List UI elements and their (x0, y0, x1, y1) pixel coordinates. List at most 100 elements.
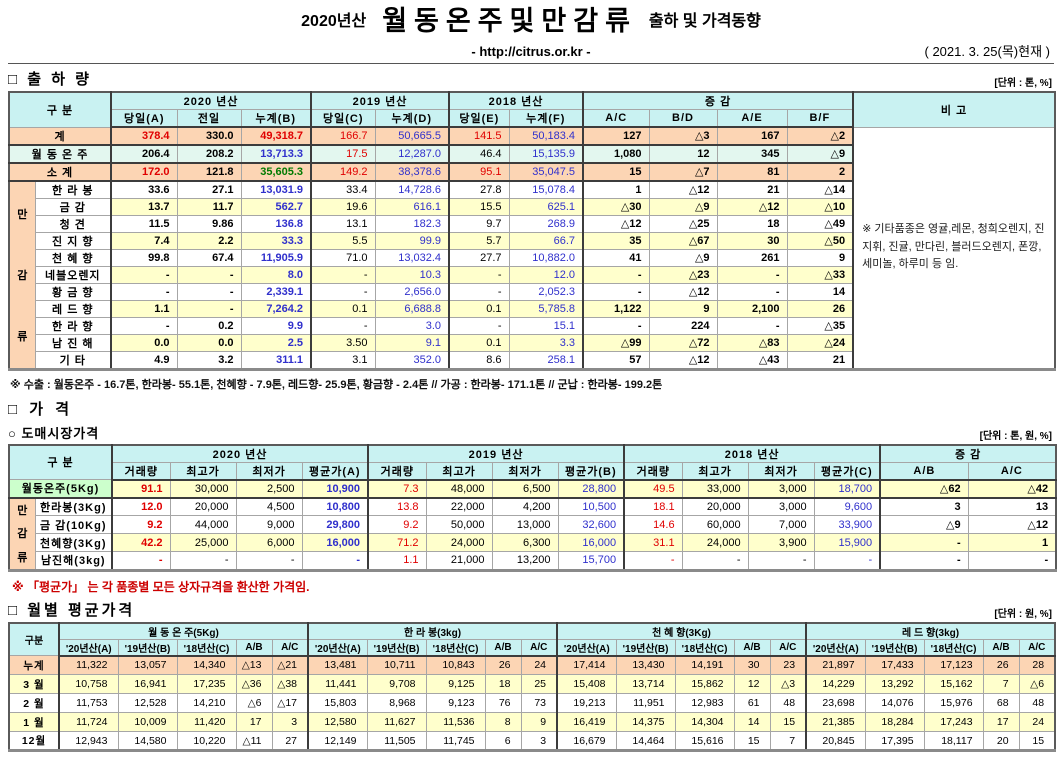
table-cell: 28,800 (557, 479, 625, 498)
table-cell: 136.8 (240, 214, 312, 233)
table-cell: - (716, 265, 788, 284)
table-cell: △12 (716, 197, 788, 216)
document-title: 2020년산 월동온주및만감류 출하 및 가격동향 (8, 5, 1054, 42)
table-cell: △25 (648, 214, 718, 233)
table-cell: 61 (733, 693, 771, 713)
table-cell: 141.5 (448, 126, 510, 145)
table-cell: △14 (786, 179, 854, 199)
col-group-header: 비 고 (852, 91, 1056, 128)
row-label: 기 타 (34, 350, 112, 370)
table-cell: 12,287.0 (374, 143, 450, 163)
table-cell: 11,505 (366, 731, 427, 751)
table-cell: 16,419 (556, 712, 617, 732)
table-cell: 2,500 (235, 479, 303, 498)
table-cell: 15 (733, 731, 771, 751)
table-cell: 15.5 (448, 197, 510, 216)
table-cell: 13,200 (491, 551, 559, 571)
col-subheader: '19년산(B) (117, 638, 178, 657)
table-cell: 99.8 (110, 248, 178, 267)
table-cell: 29,800 (301, 515, 369, 535)
col-subheader: 최저가 (747, 461, 815, 481)
table-cell: 311.1 (240, 350, 312, 370)
table-cell: 11.7 (176, 197, 242, 216)
table-cell: 99.9 (374, 231, 450, 250)
table-cell: 6,500 (491, 479, 559, 498)
table-cell: 208.2 (176, 143, 242, 163)
col-subheader: 최저가 (491, 461, 559, 481)
table-cell: 3.50 (310, 333, 376, 352)
table-cell: △3 (769, 674, 807, 694)
table-cell: 15.1 (508, 316, 584, 335)
table-cell: 206.4 (110, 143, 178, 163)
col-subheader: '20년산(A) (805, 638, 866, 657)
price-unit-label: [단위 : 톤, 원, %] (979, 430, 1052, 442)
table-cell: 33.4 (310, 179, 376, 199)
table-cell: 17,414 (556, 655, 617, 675)
table-cell: - (448, 316, 510, 335)
table-cell: 3 (271, 712, 309, 732)
table-cell: 13,714 (615, 674, 676, 694)
table-cell: 13,292 (864, 674, 925, 694)
table-cell: 3,000 (747, 479, 815, 498)
table-cell: 10,800 (301, 496, 369, 517)
table-cell: 5.7 (448, 231, 510, 250)
table-cell: 2.5 (240, 333, 312, 352)
col-subheader: B/F (786, 109, 854, 128)
table-cell: 27.7 (448, 248, 510, 267)
table-cell: 11,951 (615, 693, 676, 713)
table-cell: 7,000 (747, 515, 815, 535)
col-subheader: 누계(F) (508, 109, 584, 128)
title-subtitle: 출하 및 가격동향 (648, 13, 761, 30)
table-cell: △7 (648, 161, 718, 181)
table-cell: 13,000 (491, 515, 559, 535)
table-cell: 27.1 (176, 179, 242, 199)
table-cell: 1 (582, 179, 650, 199)
table-cell: 0.2 (176, 316, 242, 335)
table-cell: 26 (786, 299, 854, 318)
table-cell: 11,322 (58, 655, 119, 675)
table-cell: 18,284 (864, 712, 925, 732)
row-label: 한 라 봉 (34, 179, 112, 199)
col-group-header: 레 드 향(3kg) (805, 622, 1056, 640)
table-cell: 25 (520, 674, 558, 694)
table-cell: 12.0 (508, 265, 584, 284)
table-cell: △12 (648, 282, 718, 301)
table-cell: 8.6 (448, 350, 510, 370)
table-cell: 33.6 (110, 179, 178, 199)
col-subheader: '18년산(C) (425, 638, 486, 657)
table-cell: 13,057 (117, 655, 178, 675)
col-subheader: A/C (520, 638, 558, 657)
table-cell: 26 (484, 655, 522, 675)
table-cell: - (110, 316, 178, 335)
table-cell: 95.1 (448, 161, 510, 181)
table-cell: - (448, 282, 510, 301)
table-cell: 17,433 (864, 655, 925, 675)
table-cell: 0.1 (448, 299, 510, 318)
table-cell: 5.5 (310, 231, 376, 250)
table-cell: 20,000 (169, 496, 237, 517)
col-subheader: '19년산(B) (615, 638, 676, 657)
table-cell: 14,210 (176, 693, 237, 713)
col-subheader: 전일 (176, 109, 242, 128)
table-cell: 60,000 (681, 515, 749, 535)
shipment-section-head: □ 출 하 량 [단위 : 톤, %] (8, 68, 1054, 89)
table-cell: △42 (967, 479, 1057, 498)
table-cell: △12 (648, 179, 718, 199)
row-label: 남진해(3kg) (34, 551, 113, 571)
table-cell: 13.1 (310, 214, 376, 233)
table-cell: 261 (716, 248, 788, 267)
row-label: 네블오렌지 (34, 265, 112, 284)
table-cell: 9 (648, 299, 718, 318)
col-subheader: '19년산(B) (864, 638, 925, 657)
col-subheader: A/C (271, 638, 309, 657)
row-label: 소 계 (8, 161, 112, 181)
website-link[interactable]: - http://citrus.or.kr - (471, 44, 591, 59)
col-subheader: 최고가 (425, 461, 493, 481)
table-cell: 15,616 (674, 731, 735, 751)
table-cell: 149.2 (310, 161, 376, 181)
row-label: 1 월 (8, 712, 60, 732)
table-cell: 10,711 (366, 655, 427, 675)
wholesale-price-table: 구 분 2020 년산 2019 년산 2018 년산 증 감 거래량 최고가 최저가 평균가(… (8, 443, 1058, 572)
table-cell: 24 (520, 655, 558, 675)
